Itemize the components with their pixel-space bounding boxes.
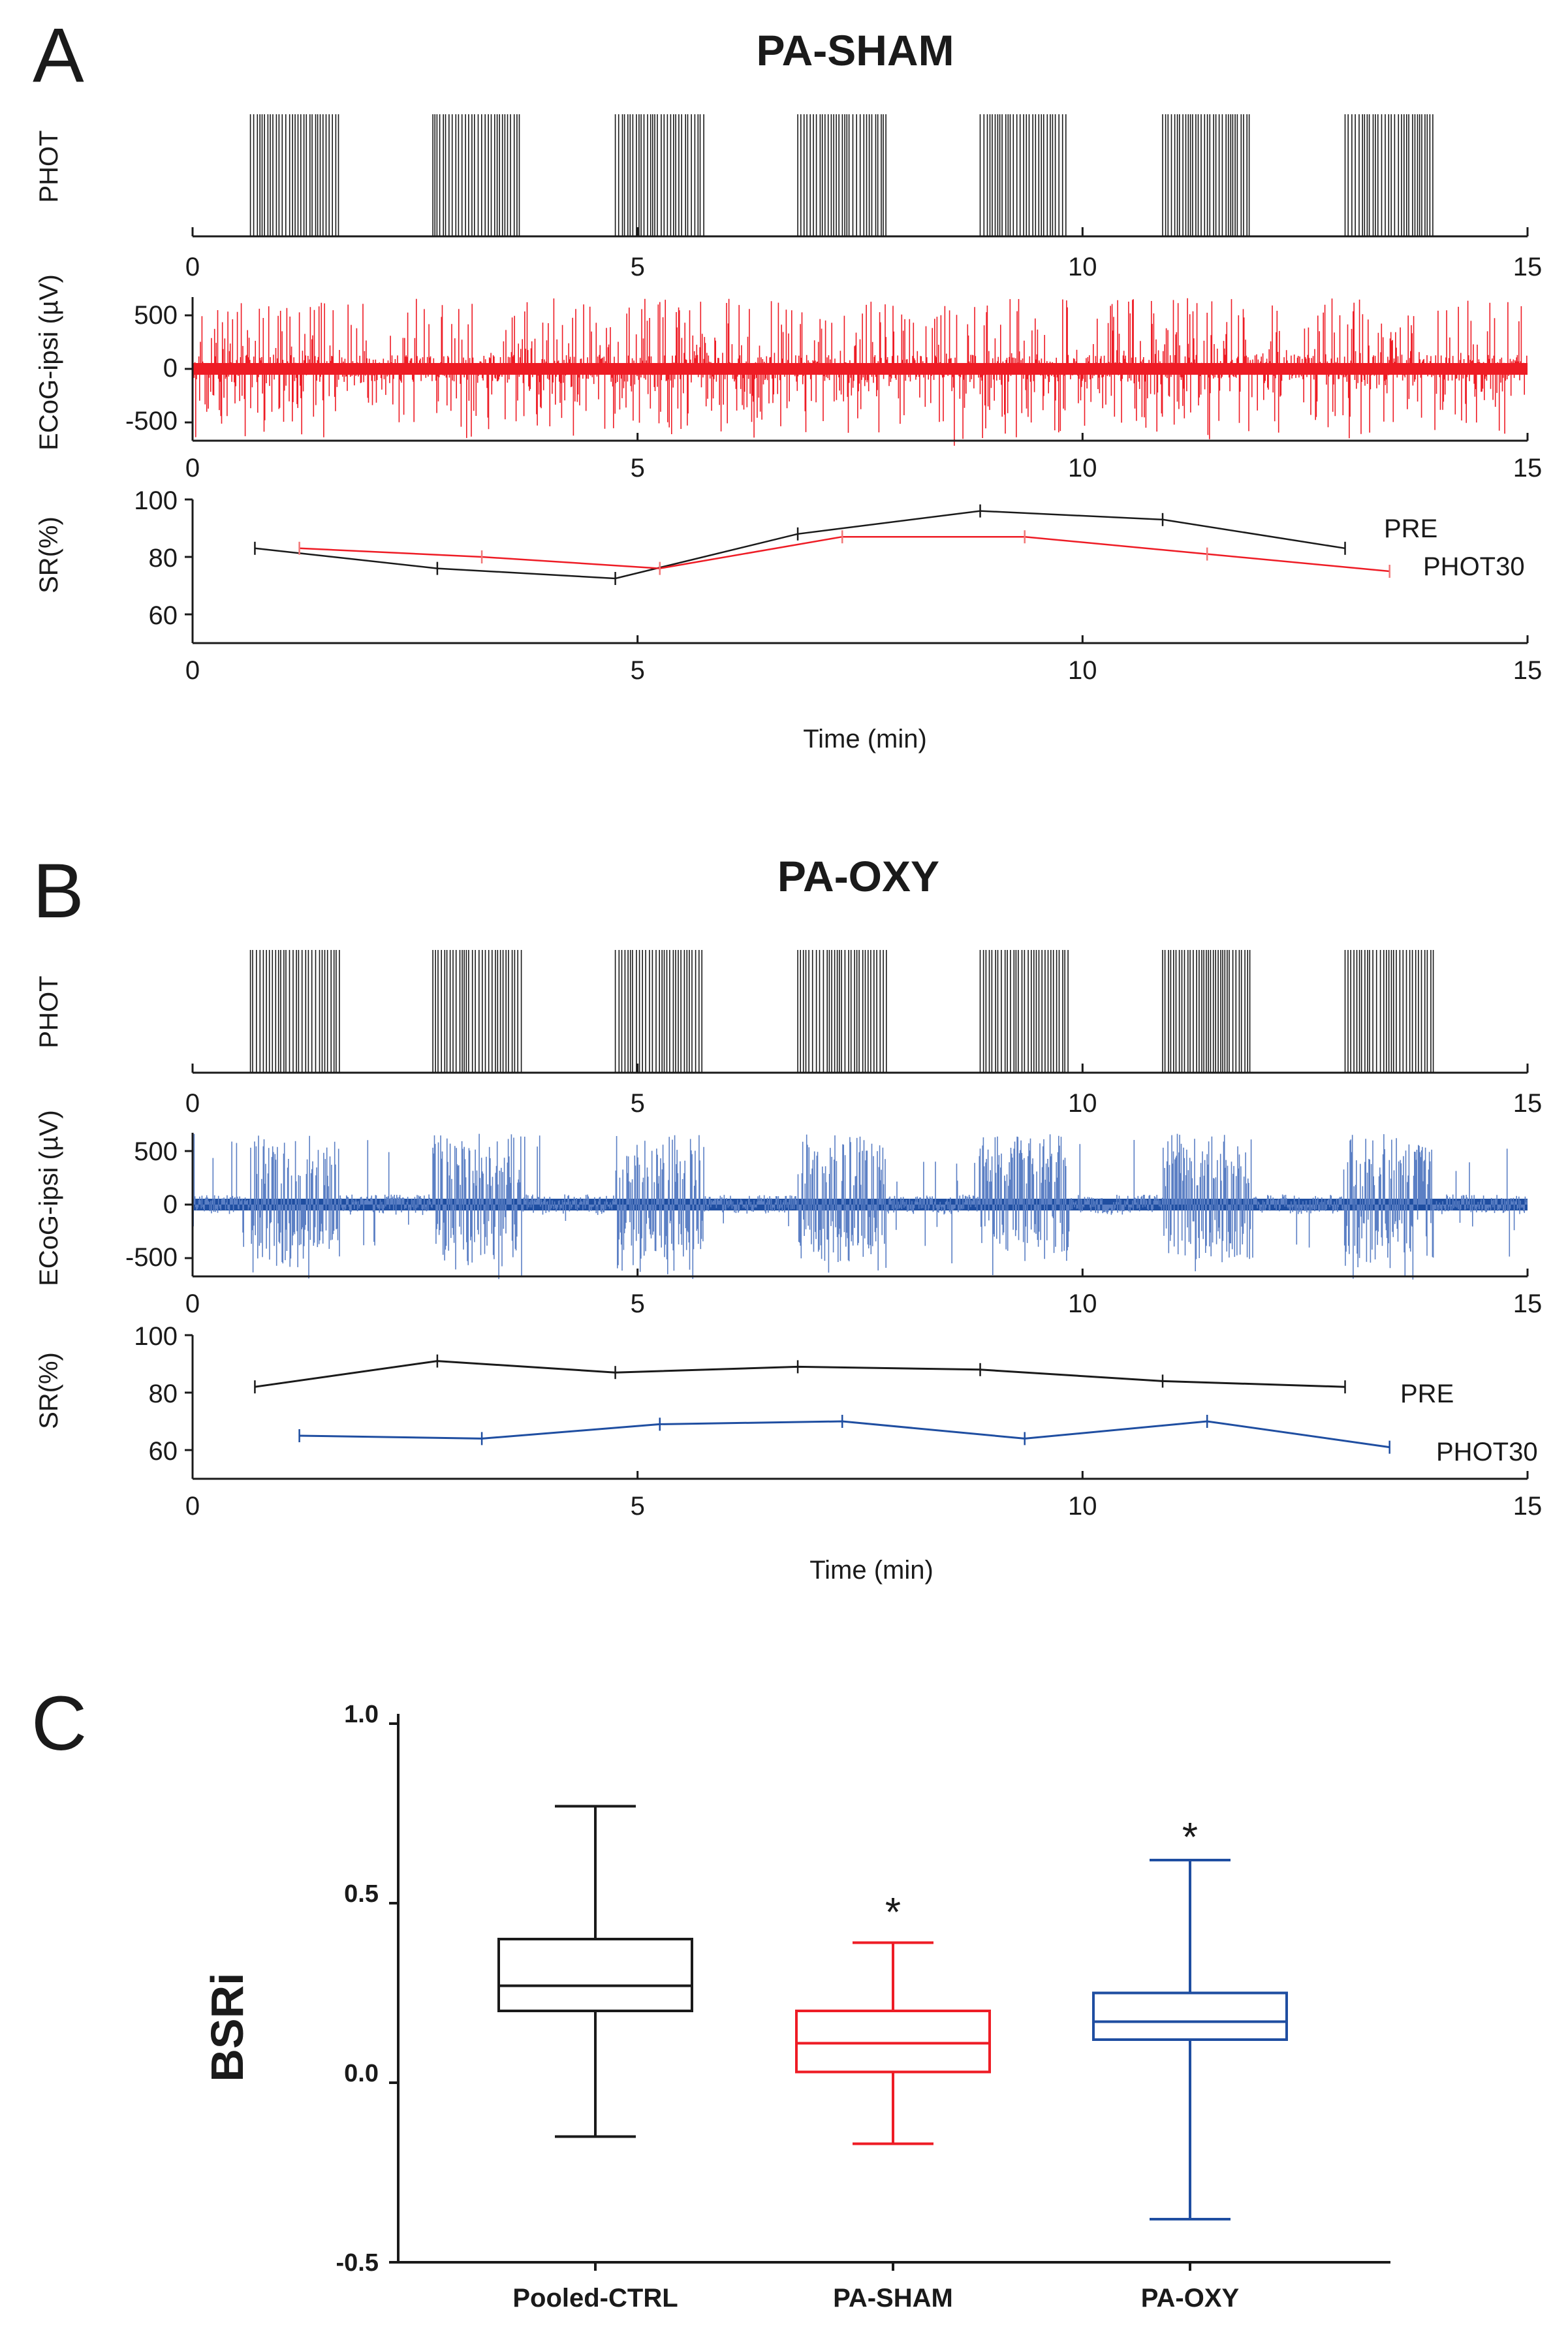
panel-c-letter: C (31, 1681, 87, 1767)
panel-b-legend-pre: PRE (1400, 1380, 1454, 1408)
panel-b-phot-xtick-15: 15 (1513, 1089, 1543, 1118)
panel-a-sr-ytick-80: 80 (149, 544, 178, 573)
panel-b-ecog-ylabel: ECoG-ipsi (µV) (35, 1110, 63, 1286)
panel-a-sr-xtick-15: 15 (1513, 656, 1543, 685)
panel-b-phot-xtick-0: 0 (185, 1089, 200, 1118)
panel-a-ecog-ytick-neg500: -500 (125, 407, 178, 435)
panel-a-phot-xtick-5: 5 (631, 253, 645, 281)
panel-b-xlabel: Time (min) (809, 1556, 933, 1585)
panel-c-ytick-0.5: 0.5 (344, 1880, 379, 1908)
panel-a: A PA-SHAM PHOT 0 5 10 15 ECoG-ipsi (µV) … (33, 12, 1542, 753)
panel-a-sr-phot30-line (299, 535, 1390, 573)
panel-b-phot-ylabel: PHOT (35, 975, 63, 1048)
iqr-box (795, 2010, 991, 2074)
box-pa-oxy (1092, 1859, 1288, 2220)
panel-c-category-pa-oxy: PA-OXY (1141, 2284, 1240, 2313)
panel-a-phot-ylabel: PHOT (35, 130, 63, 202)
panel-a-ecog-axis-ticks (185, 314, 1529, 441)
panel-a-ecog-xtick-15: 15 (1513, 454, 1543, 482)
panel-b-sr-ylabel: SR(%) (35, 1352, 63, 1429)
panel-c-axis-ticks (389, 1722, 1191, 2271)
panel-c: C BSRi 1.0 0.5 0.0 -0.5 Pooled-CTRL PA-S… (31, 1681, 1390, 2313)
panel-a-phot-pulses (249, 114, 1434, 236)
panel-b-phot-xtick-5: 5 (631, 1089, 645, 1118)
panel-b-sr-phot30-line (299, 1420, 1390, 1449)
phot-pulse-train (249, 950, 1434, 1073)
iqr-box (497, 1938, 693, 2012)
panel-a-letter: A (33, 12, 84, 99)
panel-b-ecog-axis-ticks (185, 1150, 1529, 1276)
box-pooled-ctrl (497, 1805, 693, 2138)
panel-c-boxes (497, 1805, 1288, 2220)
panel-c-star-pa-sham: * (885, 1890, 901, 1935)
panel-b-ecog-ytick-500: 500 (134, 1137, 178, 1166)
panel-a-legend-pre: PRE (1384, 514, 1437, 543)
panel-b-ecog-ytick-0: 0 (163, 1190, 178, 1219)
panel-b-ecog-xtick-5: 5 (631, 1289, 645, 1318)
panel-a-ecog-xtick-10: 10 (1068, 454, 1097, 482)
ecog-spikes (192, 298, 1528, 446)
panel-a-title: PA-SHAM (756, 26, 954, 74)
panel-c-ylabel: BSRi (202, 1972, 253, 2081)
panel-b-sr-markers (254, 1354, 1390, 1454)
panel-b-sr-xtick-5: 5 (631, 1492, 645, 1521)
panel-b-ecog-xtick-0: 0 (185, 1289, 200, 1318)
panel-b-sr-axis-ticks (185, 1334, 1529, 1479)
panel-a-phot-xtick-15: 15 (1513, 253, 1543, 281)
panel-a-ecog-trace (192, 298, 1528, 446)
panel-a-ecog-ylabel: ECoG-ipsi (µV) (35, 274, 63, 450)
panel-b-ecog-xtick-15: 15 (1513, 1289, 1543, 1318)
panel-a-ecog-xtick-0: 0 (185, 454, 200, 482)
panel-b-sr-ytick-60: 60 (149, 1437, 178, 1466)
panel-c-category-pa-sham: PA-SHAM (833, 2284, 953, 2313)
panel-c-category-pooled-ctrl: Pooled-CTRL (512, 2284, 678, 2313)
panel-a-sr-ytick-60: 60 (149, 601, 178, 630)
panel-a-sr-xtick-10: 10 (1068, 656, 1097, 685)
panel-a-phot-xtick-10: 10 (1068, 253, 1097, 281)
panel-a-ecog-ytick-500: 500 (134, 301, 178, 330)
panel-b-ecog-ytick-neg500: -500 (125, 1243, 178, 1272)
panel-b-phot-xticks (191, 1064, 1529, 1073)
panel-c-ytick-0.0: 0.0 (344, 2060, 379, 2087)
panel-b-sr-ytick-80: 80 (149, 1380, 178, 1408)
panel-c-ytick-1.0: 1.0 (344, 1701, 379, 1728)
panel-a-ecog-ytick-0: 0 (163, 354, 178, 383)
panel-b-phot-xtick-10: 10 (1068, 1089, 1097, 1118)
panel-c-star-pa-oxy: * (1182, 1815, 1198, 1860)
panel-b-sr-xtick-15: 15 (1513, 1492, 1543, 1521)
panel-a-sr-xtick-0: 0 (185, 656, 200, 685)
panel-a-phot-xtick-0: 0 (185, 253, 200, 281)
panel-b-phot-pulses (249, 950, 1434, 1073)
panel-a-sr-ytick-100: 100 (134, 486, 178, 515)
iqr-box (1092, 1991, 1288, 2041)
panel-a-legend-phot30: PHOT30 (1423, 552, 1525, 581)
panel-a-phot-xticks (191, 227, 1529, 236)
panel-c-ytick-neg0.5: -0.5 (336, 2249, 379, 2277)
panel-a-sr-markers (254, 504, 1390, 585)
panel-b-sr-xtick-10: 10 (1068, 1492, 1097, 1521)
box-pa-sham (795, 1941, 991, 2145)
panel-b-sr-xtick-0: 0 (185, 1492, 200, 1521)
panel-b-legend-phot30: PHOT30 (1436, 1438, 1538, 1466)
panel-b-title: PA-OXY (777, 852, 939, 900)
panel-b-sr-ytick-100: 100 (134, 1322, 178, 1351)
panel-a-xlabel: Time (min) (803, 725, 927, 753)
panel-b-letter: B (33, 848, 84, 934)
panel-a-sr-xtick-5: 5 (631, 656, 645, 685)
panel-a-sr-axis-ticks (185, 498, 1529, 643)
panel-b-ecog-trace (192, 1133, 1528, 1280)
panel-a-ecog-xtick-5: 5 (631, 454, 645, 482)
phot-pulse-train (249, 114, 1434, 236)
panel-b-ecog-xtick-10: 10 (1068, 1289, 1097, 1318)
panel-b-sr-pre-line (255, 1360, 1345, 1388)
panel-a-sr-ylabel: SR(%) (35, 516, 63, 593)
panel-b: B PA-OXY PHOT 0 5 10 15 ECoG-ipsi (µV) 5… (33, 848, 1542, 1585)
